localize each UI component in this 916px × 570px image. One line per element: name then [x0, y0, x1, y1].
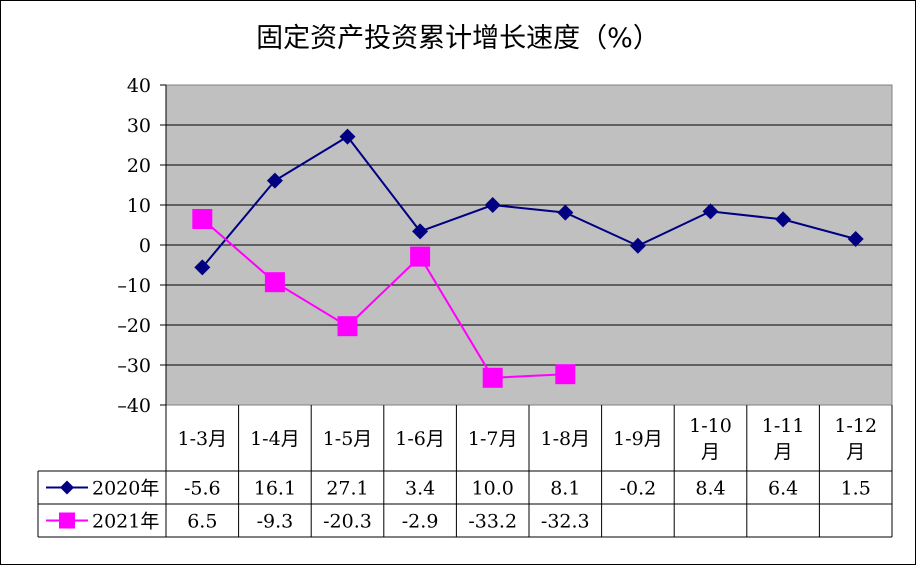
y-tick-label: –30: [117, 355, 151, 377]
category-label: 1-4月: [250, 428, 300, 450]
data-point: [339, 128, 356, 145]
y-tick-label: –20: [117, 315, 151, 337]
category-label: 1-9月: [613, 428, 663, 450]
category-label: 月: [701, 441, 720, 463]
category-label: 1-7月: [468, 428, 518, 450]
series-layer: [192, 128, 864, 388]
data-point: [557, 204, 574, 221]
data-table-value: -33.2: [468, 511, 517, 533]
category-label: 1-5月: [323, 428, 373, 450]
category-label: 1-3月: [177, 428, 227, 450]
data-point: [264, 272, 285, 293]
gridlines: [166, 124, 892, 366]
legend-series-name: 2020年: [92, 478, 159, 500]
data-table-value: 6.5: [187, 511, 217, 533]
data-table-value: 3.4: [405, 478, 435, 500]
category-label: 1-8月: [540, 428, 590, 450]
data-point: [194, 259, 211, 276]
data-table-value: -2.9: [402, 511, 439, 533]
data-point: [702, 203, 719, 220]
category-label: 月: [846, 441, 865, 463]
y-tick-label: 10: [127, 195, 151, 217]
data-table-value: 8.4: [695, 478, 725, 500]
data-point: [484, 197, 501, 213]
category-label: 月: [774, 441, 793, 463]
y-tick-label: 0: [139, 235, 151, 257]
data-point: [410, 246, 431, 267]
y-tick-label: –10: [117, 275, 151, 297]
data-table-value: -20.3: [323, 511, 372, 533]
data-point: [266, 172, 283, 189]
data-table-value: 8.1: [550, 478, 580, 500]
series-line: [201, 135, 856, 269]
data-table-value: -32.3: [541, 511, 590, 533]
series-line: [201, 218, 566, 379]
legend-series-name: 2021年: [92, 511, 159, 533]
data-point: [555, 364, 576, 385]
data-table: 1-3月 1-4月 1-5月 1-6月 1-7月 1-8月 1-9月 1-10 月 1-11 月 1-…: [37, 405, 893, 538]
y-tick-label: 20: [127, 155, 151, 177]
legend-key-marker: [59, 512, 75, 529]
data-point: [847, 231, 864, 247]
category-label: 1-12: [834, 415, 877, 437]
data-table-value: 27.1: [326, 478, 368, 500]
y-tick-label: –40: [117, 395, 151, 417]
y-tick-label: 40: [127, 75, 151, 97]
data-table-value: 6.4: [768, 478, 798, 500]
data-table-value: 1.5: [841, 478, 871, 500]
data-point: [775, 211, 792, 228]
data-point: [337, 316, 358, 337]
y-axis: 40 30 20 10 0 –10 –20 –30 –40: [117, 75, 167, 417]
data-point: [482, 367, 503, 388]
category-label: 1-11: [762, 415, 805, 437]
data-table-value: 10.0: [472, 478, 514, 500]
data-table-value: -9.3: [257, 511, 294, 533]
category-label: 1-6月: [395, 428, 445, 450]
y-tick-label: 30: [127, 115, 151, 137]
data-table-value: 16.1: [254, 478, 296, 500]
data-table-value: -5.6: [184, 478, 221, 500]
category-label: 1-10: [689, 415, 732, 437]
data-point: [412, 223, 429, 240]
legend-key-marker: [60, 480, 74, 495]
data-point: [629, 237, 646, 254]
chart-title: 固定资产投资累计增长速度（%）: [256, 23, 660, 54]
data-table-value: -0.2: [620, 478, 657, 500]
data-point: [192, 209, 213, 229]
